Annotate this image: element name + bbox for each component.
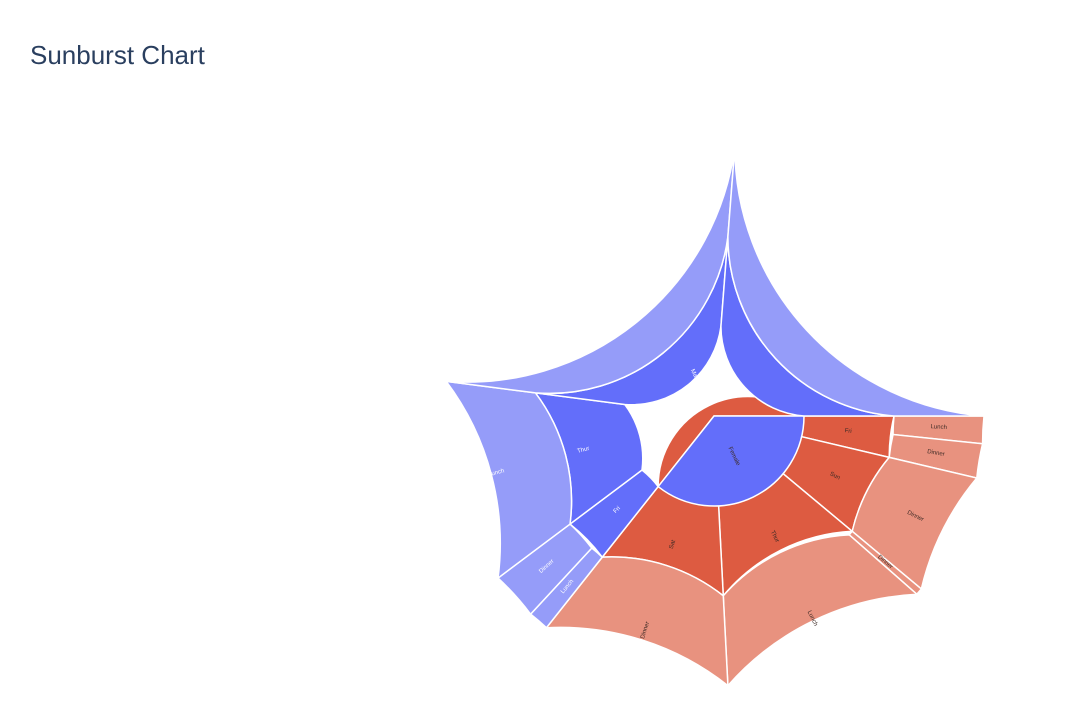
segment-label: Thur <box>577 446 590 455</box>
segment-label: Thur <box>769 530 780 544</box>
segment-label: Dinner <box>640 621 651 640</box>
sunburst-segment-1-male-male-1[interactable] <box>657 415 805 507</box>
segment-label: Dinner <box>927 449 945 458</box>
segment-label: Lunch <box>930 424 947 431</box>
segment-label: Fri <box>844 428 852 435</box>
segment-label: Sun <box>807 318 819 330</box>
segment-label: Male <box>689 368 700 383</box>
segment-label: Sun <box>829 471 841 481</box>
segment-label: Sat <box>624 306 635 317</box>
segment-label: Dinner <box>871 255 888 271</box>
sunburst-segment-3-male-dinner-0[interactable] <box>727 146 985 417</box>
segment-label: Dinner <box>564 233 580 251</box>
chart-title: Sunburst Chart <box>30 40 205 70</box>
segment-label: Lunch <box>488 468 505 478</box>
segment-label: Fri <box>613 506 622 515</box>
segment-label: Sat <box>669 539 678 550</box>
